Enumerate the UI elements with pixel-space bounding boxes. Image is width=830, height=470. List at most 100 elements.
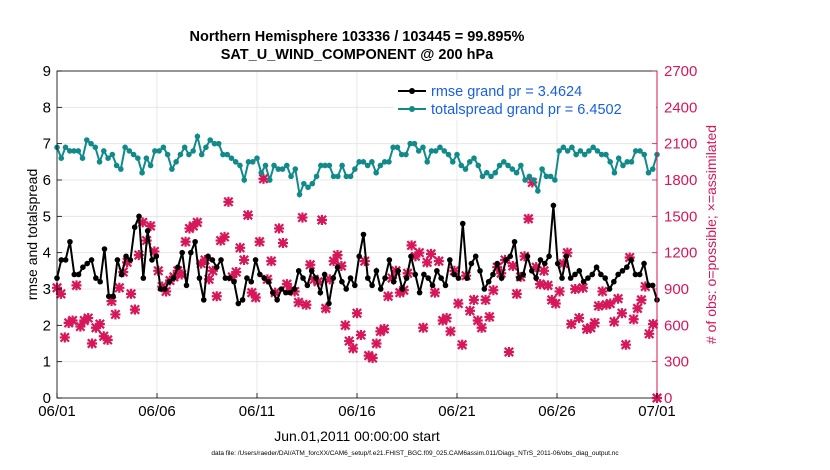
series-point-totalspread [169,166,175,172]
series-point-rmse [369,282,375,289]
obs-marker [87,338,98,349]
obs-marker [106,296,117,307]
obs-marker [441,313,452,324]
series-point-totalspread [339,162,345,169]
obs-marker [644,328,655,339]
series-point-totalspread [479,173,486,180]
obs-marker [223,196,234,207]
series-point-rmse [576,268,583,274]
series-point-totalspread [66,148,73,154]
series-point-totalspread [126,148,133,154]
series-point-rmse [213,264,220,271]
obs-marker [297,212,308,223]
series-point-totalspread [335,173,341,180]
series-point-rmse [114,257,121,263]
obs-marker [585,322,596,333]
series-point-totalspread [215,140,222,147]
series-point-rmse [304,282,311,289]
series-point-totalspread [607,159,613,165]
series-point-totalspread [462,166,469,172]
y2-tick-label: 900 [664,281,689,298]
obs-marker [332,250,343,261]
series-point-totalspread [232,159,239,165]
obs-marker [429,287,440,298]
series-point-totalspread [109,151,116,158]
obs-marker [577,282,589,293]
series-point-rmse [628,257,634,263]
series-point-totalspread [581,151,588,158]
series-point-rmse [75,271,82,278]
series-point-rmse [97,278,103,285]
series-point-totalspread [535,188,541,194]
series-point-rmse [399,286,406,292]
obs-marker [203,274,214,285]
obs-marker [519,251,530,262]
series-point-totalspread [88,140,94,147]
series-point-totalspread [530,177,537,183]
obs-marker [503,346,514,358]
series-point-rmse [231,278,237,285]
series-point-rmse [447,257,453,263]
series-point-rmse [464,275,470,281]
obs-marker [581,323,592,335]
series-point-totalspread [71,148,77,154]
series-point-rmse [170,275,177,281]
series-point-rmse [477,268,483,274]
series-point-totalspread [58,155,65,161]
series-point-totalspread [262,162,269,169]
y-tick-label: 3 [43,281,51,298]
obs-marker [414,247,425,258]
obs-marker [628,314,639,325]
series-point-totalspread [224,151,231,158]
series-point-totalspread [547,173,554,180]
series-point-rmse [274,297,280,303]
series-point-totalspread [181,144,188,151]
series-point-rmse [356,253,362,260]
legend-label: totalspread grand pr = 6.4502 [431,102,622,118]
series-point-totalspread [352,166,358,172]
y-tick-label: 9 [43,63,51,80]
series-point-rmse [511,238,518,245]
series-point-rmse [257,271,263,278]
obs-marker [425,248,437,259]
series-point-rmse [412,271,419,278]
series-line-rmse [56,205,658,306]
series-point-rmse [623,264,630,271]
series-point-totalspread [509,166,516,172]
series-point-totalspread [611,169,618,176]
series-point-rmse [248,278,255,285]
series-point-totalspread [292,166,299,172]
series-point-rmse [239,297,246,303]
obs-marker [137,217,148,228]
obs-marker [562,247,573,258]
series-point-rmse [205,253,211,260]
y-tick-label: 0 [43,390,51,407]
series-point-totalspread [96,159,103,165]
series-point-rmse [326,300,332,307]
series-point-totalspread [569,144,575,151]
y2-tick-label: 2700 [664,63,697,80]
series-point-rmse [425,275,432,281]
series-point-rmse [93,275,99,281]
obs-marker [83,313,94,324]
obs-marker [492,262,503,273]
obs-marker [593,300,604,311]
obs-marker [468,294,479,305]
series-point-totalspread [245,159,252,165]
series-point-rmse [261,275,267,281]
series-point-rmse [71,271,78,278]
series-point-totalspread [139,169,145,176]
series-point-totalspread [441,148,448,154]
series-point-totalspread [632,148,639,154]
series-point-totalspread [492,169,499,176]
series-point-rmse [80,264,86,271]
x-tick-label: 06/11 [239,403,275,420]
obs-marker [538,265,550,276]
obs-marker [219,231,230,242]
series-point-totalspread [398,151,405,158]
series-point-rmse [295,268,302,274]
series-point-rmse [157,286,164,292]
obs-marker [484,311,495,322]
series-point-totalspread [313,173,320,180]
